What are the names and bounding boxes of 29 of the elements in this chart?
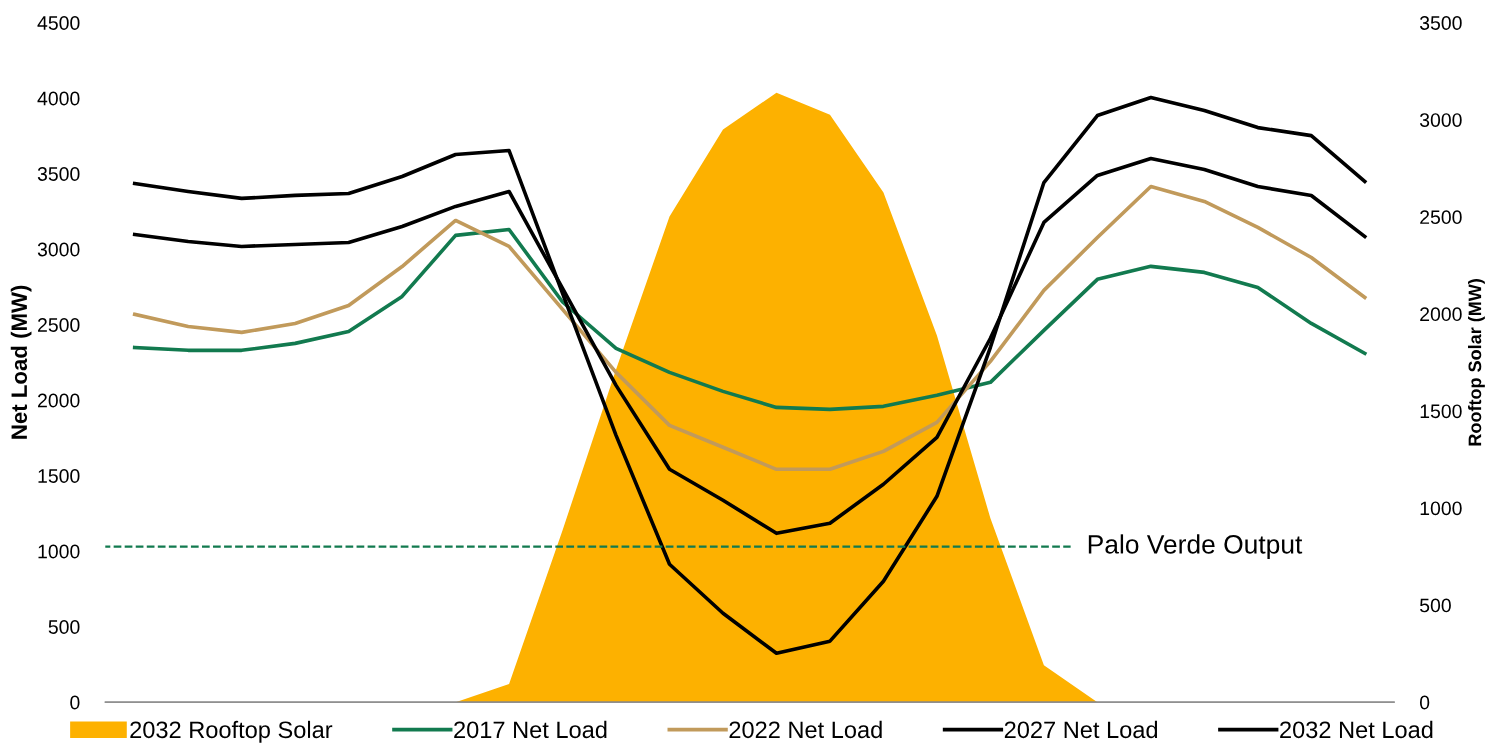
ref-line-label: Palo Verde Output [1088, 534, 1303, 559]
y-tick-label: 0 [70, 695, 80, 710]
y-tick-label: 2500 [38, 318, 80, 332]
y2-axis-title: Rooftop Solar (MW) [1468, 279, 1485, 446]
y-tick-label: 500 [48, 620, 80, 634]
y2-tick-label: 500 [1419, 598, 1451, 613]
line-series [132, 184, 1367, 472]
y2-tick-label: 3500 [1419, 16, 1462, 30]
y-tick-label: 4000 [37, 91, 80, 106]
y-tick-label: 3500 [37, 167, 80, 181]
y2-tick-label: 2000 [1420, 307, 1462, 322]
y-tick-label: 4500 [37, 16, 80, 30]
line-series [132, 227, 1367, 412]
legend-label: 2017 Net Load [454, 720, 607, 739]
legend-label: 2022 Net Load [729, 720, 882, 739]
line-series [132, 95, 1367, 656]
y-axis-title: Net Load (MW) [10, 285, 32, 439]
legend-label: 2027 Net Load [1004, 720, 1158, 739]
legend-label: 2032 Rooftop Solar [130, 720, 333, 743]
y2-tick-label: 2500 [1420, 210, 1462, 225]
y-tick-label: 2000 [38, 393, 80, 408]
y2-tick-label: 3000 [1419, 113, 1462, 127]
y2-tick-label: 1500 [1420, 404, 1462, 419]
y2-tick-label: 1000 [1420, 501, 1462, 516]
legend-label: 2032 Net Load [1280, 720, 1433, 739]
y-tick-label: 1500 [38, 469, 80, 483]
y-tick-label: 3000 [37, 242, 80, 257]
y2-tick-label: 0 [1419, 695, 1430, 710]
y-tick-label: 1000 [38, 544, 80, 559]
